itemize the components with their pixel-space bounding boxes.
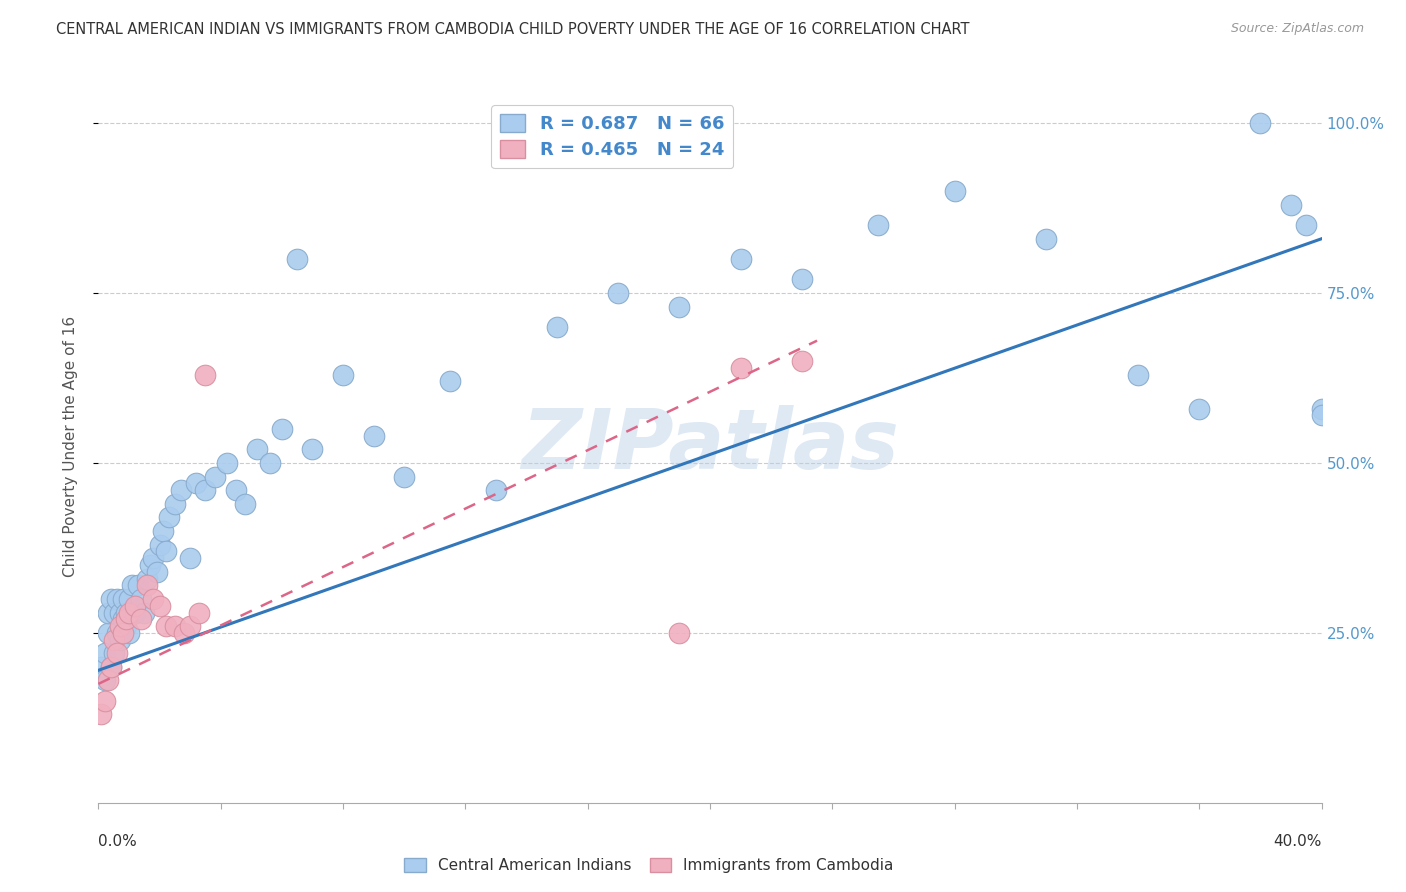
Point [1310, 401, 1333, 416]
Point [607, 286, 630, 301]
Point [115, 619, 138, 633]
Point [124, 606, 146, 620]
Text: 40.0%: 40.0% [1274, 834, 1322, 849]
Point [790, 354, 813, 368]
Point [868, 218, 890, 232]
Point [179, 619, 201, 633]
Point [142, 551, 165, 566]
Point [301, 442, 323, 457]
Text: ZIPatlas: ZIPatlas [522, 406, 898, 486]
Point [108, 619, 131, 633]
Point [155, 619, 177, 633]
Point [90, 707, 112, 722]
Point [363, 429, 385, 443]
Point [259, 456, 281, 470]
Point [215, 456, 238, 470]
Point [118, 606, 141, 620]
Point [103, 646, 125, 660]
Point [108, 606, 131, 620]
Point [136, 578, 159, 592]
Point [730, 360, 752, 375]
Point [115, 612, 138, 626]
Point [105, 626, 128, 640]
Point [485, 483, 508, 498]
Point [730, 252, 752, 266]
Point [1249, 116, 1271, 130]
Point [194, 483, 217, 498]
Point [152, 524, 174, 538]
Point [149, 599, 172, 613]
Point [439, 375, 461, 389]
Point [194, 368, 217, 382]
Point [97, 673, 120, 688]
Point [186, 476, 208, 491]
Point [111, 626, 134, 640]
Point [157, 510, 180, 524]
Point [118, 626, 141, 640]
Point [179, 551, 201, 566]
Point [105, 591, 128, 606]
Point [136, 572, 159, 586]
Point [1279, 198, 1302, 212]
Point [145, 565, 167, 579]
Point [1188, 401, 1211, 416]
Text: 0.0%: 0.0% [98, 834, 138, 849]
Point [90, 660, 112, 674]
Point [118, 591, 141, 606]
Text: CENTRAL AMERICAN INDIAN VS IMMIGRANTS FROM CAMBODIA CHILD POVERTY UNDER THE AGE : CENTRAL AMERICAN INDIAN VS IMMIGRANTS FR… [56, 22, 970, 37]
Point [943, 184, 966, 198]
Point [1310, 409, 1333, 423]
Point [1295, 218, 1317, 232]
Point [285, 252, 308, 266]
Point [93, 694, 115, 708]
Point [246, 442, 269, 457]
Point [129, 591, 152, 606]
Point [103, 606, 125, 620]
Point [134, 606, 156, 620]
Point [270, 422, 292, 436]
Point [100, 591, 122, 606]
Point [93, 646, 115, 660]
Point [233, 497, 256, 511]
Point [170, 483, 193, 498]
Point [668, 300, 690, 314]
Point [105, 646, 128, 660]
Y-axis label: Child Poverty Under the Age of 16: Child Poverty Under the Age of 16 [63, 316, 77, 576]
Point [668, 626, 690, 640]
Point [188, 606, 211, 620]
Point [93, 673, 115, 688]
Point [1035, 232, 1057, 246]
Point [163, 619, 186, 633]
Point [139, 558, 162, 572]
Point [124, 599, 146, 613]
Point [97, 626, 120, 640]
Point [225, 483, 247, 498]
Point [149, 537, 172, 551]
Legend: Central American Indians, Immigrants from Cambodia: Central American Indians, Immigrants fro… [396, 850, 901, 880]
Point [121, 578, 143, 592]
Point [97, 606, 120, 620]
Point [108, 632, 131, 647]
Point [100, 660, 122, 674]
Point [173, 626, 195, 640]
Point [1128, 368, 1150, 382]
Point [103, 632, 125, 647]
Point [115, 606, 138, 620]
Point [129, 612, 152, 626]
Point [111, 591, 134, 606]
Point [127, 578, 149, 592]
Point [392, 469, 416, 483]
Point [100, 660, 122, 674]
Point [332, 368, 354, 382]
Text: Source: ZipAtlas.com: Source: ZipAtlas.com [1230, 22, 1364, 36]
Point [790, 272, 813, 286]
Point [155, 544, 177, 558]
Point [163, 497, 186, 511]
Point [546, 320, 568, 334]
Point [111, 612, 134, 626]
Point [142, 591, 165, 606]
Point [204, 469, 226, 483]
